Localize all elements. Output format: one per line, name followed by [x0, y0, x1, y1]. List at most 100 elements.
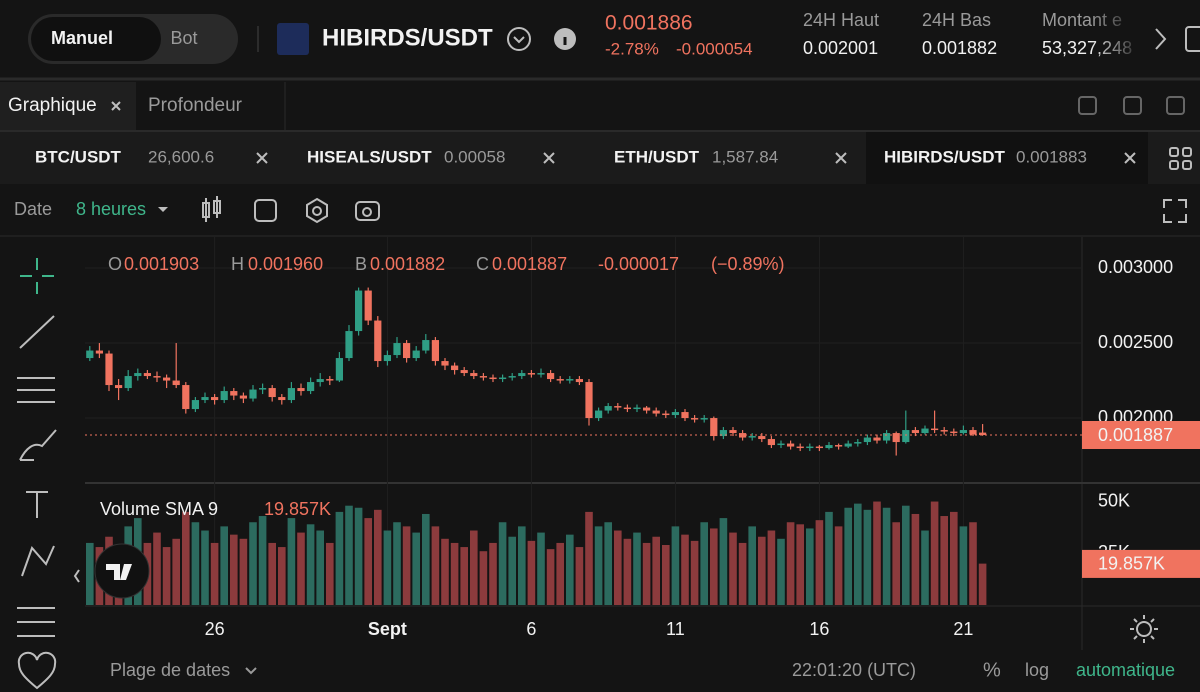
candle-body: [153, 376, 161, 378]
last-price-tag: [1082, 421, 1200, 449]
candle-body: [854, 442, 862, 444]
mode-bot[interactable]: Bot: [170, 28, 197, 48]
candle-body: [710, 418, 718, 437]
y-tick-label: 0.003000: [1098, 257, 1173, 277]
candle-body: [470, 373, 478, 377]
settings-sun[interactable]: [1136, 621, 1152, 637]
volume-bar: [566, 534, 574, 605]
pair-tab-close[interactable]: [1124, 152, 1136, 164]
layout-icon[interactable]: [1078, 96, 1097, 115]
candle-body: [527, 373, 535, 375]
volume-bar: [441, 538, 449, 605]
camera-icon[interactable]: [355, 201, 380, 221]
date-label[interactable]: Date: [14, 199, 52, 219]
tv-logo[interactable]: [94, 543, 150, 599]
fib-tool[interactable]: [17, 377, 55, 403]
candle-body: [143, 373, 151, 377]
stat-value: 0.002001: [803, 38, 878, 58]
range-chevron: [245, 667, 257, 675]
mode-manual[interactable]: Manuel: [51, 28, 113, 48]
pair-tab-name: ETH/USDT: [614, 147, 700, 166]
candle-body: [220, 391, 228, 401]
interval-caret: [158, 207, 168, 212]
candle-body: [921, 428, 929, 434]
favorites-tool[interactable]: [17, 651, 57, 690]
pattern-tool[interactable]: [21, 545, 55, 577]
pair-tab-price: 0.001883: [1016, 147, 1087, 166]
volume-bar: [738, 542, 747, 605]
line-tool[interactable]: [19, 315, 55, 349]
settings-icon[interactable]: [306, 197, 328, 224]
crosshair-tool[interactable]: [20, 258, 54, 294]
text-tool[interactable]: [26, 491, 48, 518]
next-arrow[interactable]: [1155, 28, 1167, 50]
fade: [1090, 8, 1142, 68]
pair-tab-close[interactable]: [256, 152, 268, 164]
auto-toggle[interactable]: automatique: [1076, 660, 1175, 680]
sun-rays: [1130, 615, 1158, 643]
brush-tool[interactable]: [19, 429, 57, 461]
edit-icon[interactable]: [1166, 96, 1185, 115]
volume-bar: [297, 532, 305, 605]
interval[interactable]: 8 heures: [76, 199, 146, 219]
candle-body: [892, 433, 900, 443]
ohlc-key: H: [231, 254, 244, 274]
candle-body: [969, 430, 977, 435]
pair-dropdown[interactable]: [507, 27, 531, 51]
stat-value: 0.001882: [922, 38, 997, 58]
measure-tool[interactable]: [17, 607, 55, 637]
candle-body: [691, 418, 699, 420]
pair-tab-close[interactable]: [835, 152, 847, 164]
log-toggle[interactable]: log: [1025, 660, 1049, 680]
volume-bar: [758, 536, 766, 605]
candle-body: [633, 407, 641, 410]
active-pair-tab[interactable]: [866, 132, 1148, 184]
candle-body: [403, 343, 411, 359]
volume-bar: [162, 547, 171, 605]
candle-body: [739, 433, 747, 438]
volume-bar: [652, 536, 660, 605]
candle-body: [547, 373, 555, 380]
candle-body: [748, 436, 756, 438]
percent-toggle[interactable]: %: [983, 659, 1001, 681]
pair-title: HIBIRDS/USDT: [322, 24, 493, 51]
grid-icon[interactable]: [1169, 147, 1192, 170]
window-icon[interactable]: [1185, 26, 1200, 52]
volume-bar: [950, 511, 958, 605]
x-tick-label: Sept: [368, 619, 407, 639]
candle-body: [959, 430, 967, 434]
pair-tab-close[interactable]: [543, 152, 555, 164]
fullscreen-icon[interactable]: [1163, 199, 1187, 223]
mode-selected: [31, 17, 161, 61]
candle-body: [134, 373, 142, 377]
volume-bar: [508, 536, 516, 605]
candle-body: [585, 382, 593, 419]
tab-profondeur[interactable]: Profondeur: [148, 95, 243, 116]
volume-bar: [172, 538, 180, 605]
copy-icon[interactable]: [1123, 96, 1142, 115]
candle-body: [902, 430, 910, 443]
candle-body: [883, 433, 891, 441]
candle-body: [863, 437, 871, 443]
active-tab[interactable]: [0, 82, 136, 130]
volume-sma-label: 19.857K: [1098, 554, 1165, 574]
candle-body: [643, 407, 651, 411]
token-icon: [277, 23, 309, 55]
candle-body: [297, 388, 305, 392]
candle-type-icon[interactable]: [202, 196, 221, 222]
candle-body: [412, 350, 420, 359]
candle-body: [623, 407, 631, 410]
tab-close[interactable]: [111, 101, 121, 111]
candle-body: [604, 406, 612, 411]
volume-bar: [556, 542, 564, 605]
volume-bar: [700, 522, 708, 605]
volume-bar: [671, 526, 680, 605]
candle-body: [556, 379, 564, 381]
x-tick-label: 6: [526, 619, 536, 639]
indicator-icon[interactable]: [254, 199, 277, 222]
collapse-arrow[interactable]: [73, 569, 80, 583]
date-range[interactable]: Plage de dates: [110, 660, 230, 680]
candle-body: [249, 389, 257, 399]
volume-bar: [364, 518, 372, 605]
tab-graphique[interactable]: Graphique: [8, 95, 97, 116]
